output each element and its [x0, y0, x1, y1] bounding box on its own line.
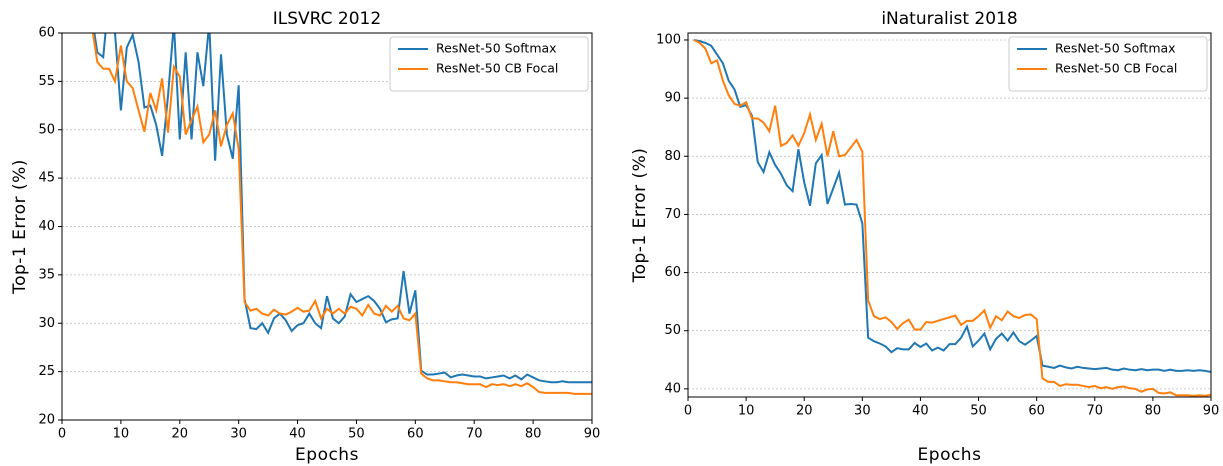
chart: 20 25 30 35 40 45 50 55 60 0 10 20 30 40 50 60 70 80 90 ILS…	[10, 9, 601, 465]
x-tick-label: 30	[230, 427, 247, 442]
y-tick-label: 55	[38, 74, 55, 89]
line-series	[91, 33, 592, 395]
x-tick-label: 0	[58, 427, 66, 442]
y-axis-label: Top-1 Error (%)	[10, 159, 30, 295]
x-tick-label: 80	[525, 427, 542, 442]
x-tick-label: 60	[1028, 404, 1045, 419]
y-tick-label: 30	[38, 316, 55, 331]
line-series	[693, 38, 1211, 373]
chart-title: iNaturalist 2018	[881, 9, 1017, 29]
chart: 40 50 60 70 80 90 100 0 10 20 30 40 50 60 70 80 90 iNatur…	[630, 9, 1219, 465]
y-tick-label: 50	[664, 323, 681, 338]
legend-box	[1008, 36, 1208, 92]
x-tick-label: 40	[289, 427, 306, 442]
plot-frame	[61, 32, 593, 421]
x-tick-label: 10	[738, 404, 755, 419]
x-axis-label: Epochs	[918, 445, 982, 465]
plot-frame	[687, 32, 1212, 398]
legend-box	[389, 36, 589, 92]
y-tick-label: 20	[38, 413, 55, 428]
chart-title: ILSVRC 2012	[273, 9, 381, 29]
y-tick-label: 60	[664, 265, 681, 280]
x-tick-label: 0	[684, 404, 692, 419]
x-tick-label: 90	[584, 427, 601, 442]
x-tick-label: 70	[466, 427, 483, 442]
x-tick-label: 70	[1087, 404, 1104, 419]
x-tick-label: 10	[113, 427, 130, 442]
y-tick-label: 70	[664, 207, 681, 222]
legend-text: ResNet-50 Softmax	[1055, 41, 1176, 56]
y-tick-label: 35	[38, 267, 55, 282]
x-tick-label: 20	[796, 404, 813, 419]
y-axis-label: Top-1 Error (%)	[630, 148, 650, 284]
x-tick-label: 40	[912, 404, 929, 419]
line-series	[693, 39, 1211, 397]
y-tick-label: 40	[664, 381, 681, 396]
y-tick-label: 40	[38, 219, 55, 234]
legend-text: ResNet-50 CB Focal	[436, 61, 558, 76]
y-tick-label: 90	[664, 91, 681, 106]
y-tick-label: 100	[656, 32, 681, 47]
x-tick-label: 90	[1203, 404, 1220, 419]
x-tick-label: 30	[854, 404, 871, 419]
line-series	[93, 33, 592, 384]
legend-text: ResNet-50 CB Focal	[1055, 61, 1177, 76]
y-tick-label: 60	[38, 26, 55, 41]
x-tick-label: 80	[1145, 404, 1162, 419]
x-tick-label: 60	[407, 427, 424, 442]
y-tick-label: 80	[664, 149, 681, 164]
y-tick-label: 25	[38, 364, 55, 379]
x-tick-label: 20	[172, 427, 189, 442]
x-axis-label: Epochs	[295, 445, 359, 465]
x-tick-label: 50	[970, 404, 987, 419]
x-tick-label: 50	[348, 427, 365, 442]
y-tick-label: 50	[38, 122, 55, 137]
y-tick-label: 45	[38, 171, 55, 186]
legend-text: ResNet-50 Softmax	[436, 41, 557, 56]
